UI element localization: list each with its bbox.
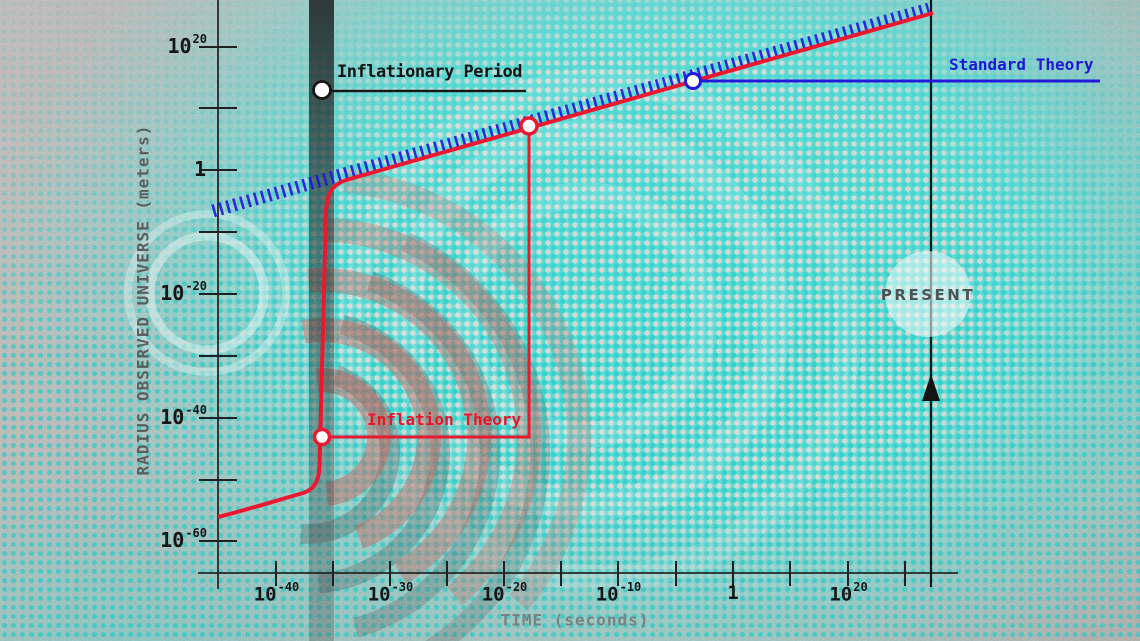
x-tick-label: 10-20 xyxy=(481,580,528,606)
y-tick-label: 10-20 xyxy=(160,279,207,305)
x-tick-label: 10-10 xyxy=(595,580,642,606)
inflation-jump-marker xyxy=(312,427,332,447)
x-tick-label: 1020 xyxy=(829,580,868,606)
y-tick-label: 10-40 xyxy=(160,403,207,429)
standard-theory-label: Standard Theory xyxy=(949,55,1094,74)
inflation-theory-marker xyxy=(519,116,539,136)
y-tick-label: 1 xyxy=(193,157,206,181)
up-arrow-icon xyxy=(922,374,940,401)
standard-theory-marker xyxy=(684,72,702,90)
present-label: PRESENT xyxy=(880,286,976,304)
y-tick-label: 10-60 xyxy=(160,526,207,552)
x-tick-label: 10-30 xyxy=(367,580,414,606)
inflationary-period-label: Inflationary Period xyxy=(337,62,522,82)
y-tick-label: 1020 xyxy=(167,32,207,58)
x-tick-label: 10-40 xyxy=(253,580,300,606)
x-tick-label: 1 xyxy=(727,582,739,604)
inflation-theory-label: Inflation Theory xyxy=(367,410,522,429)
inflationary-period-marker xyxy=(312,80,332,100)
x-axis-title: TIME (seconds) xyxy=(500,610,650,630)
